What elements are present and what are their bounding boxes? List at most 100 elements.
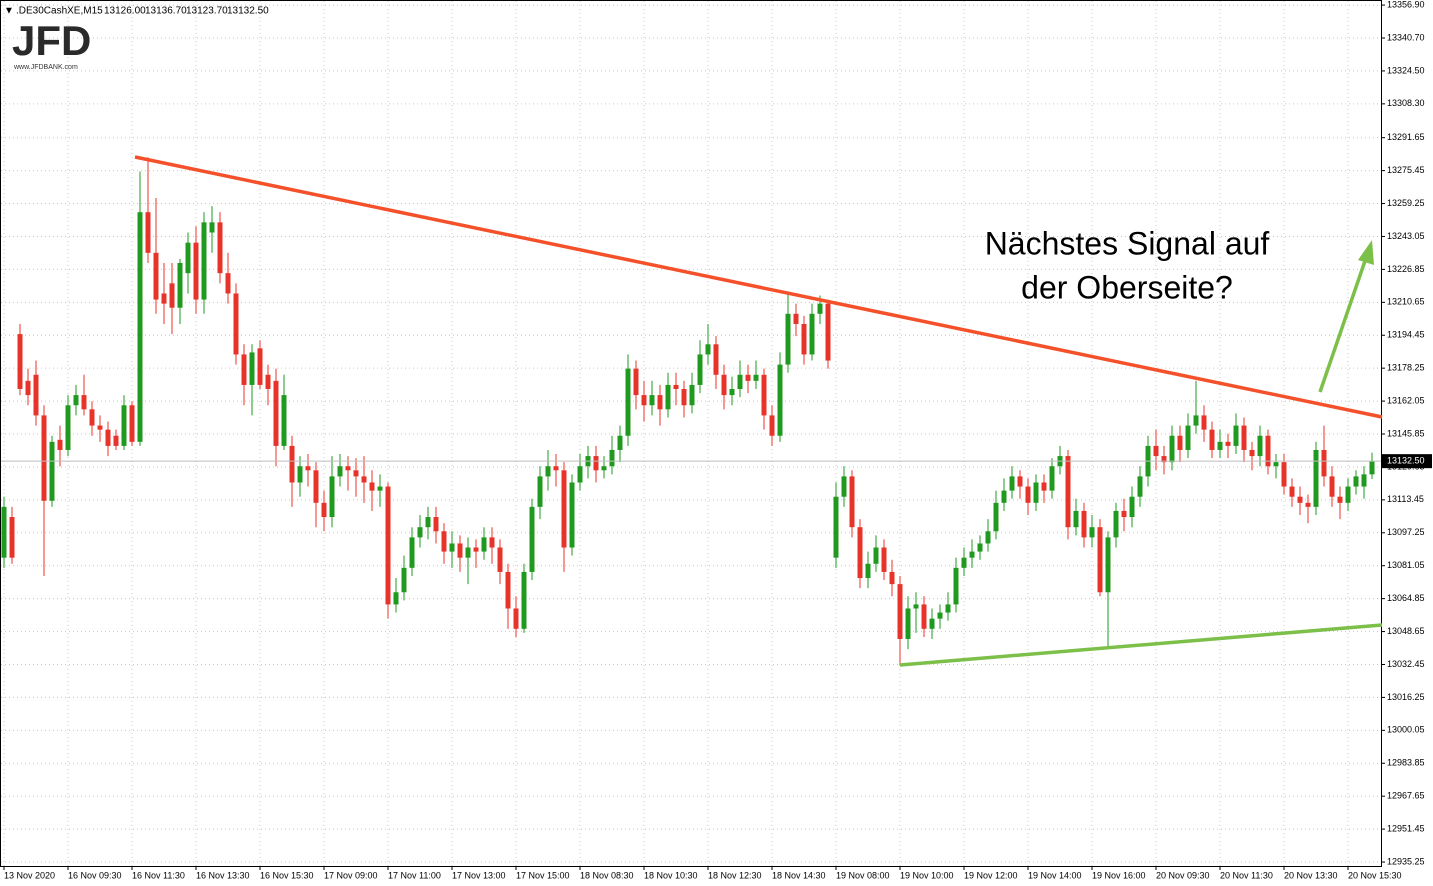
candle-body <box>529 506 535 572</box>
candle-body <box>1225 441 1231 446</box>
y-tick-label: 13064.85 <box>1387 593 1425 603</box>
candle-body <box>161 293 167 304</box>
candle-body <box>353 470 359 477</box>
candle-body <box>1185 425 1191 450</box>
candles <box>1 157 1375 666</box>
candle-body <box>465 547 471 558</box>
candle-body <box>737 374 743 389</box>
candle-body <box>385 486 391 605</box>
y-tick-label: 13291.65 <box>1387 132 1425 142</box>
resistance-line <box>134 155 1383 419</box>
candle-body <box>705 344 711 355</box>
candle-body <box>513 608 519 629</box>
candle-body <box>1065 456 1071 528</box>
candle-body <box>865 563 871 579</box>
y-tick-label: 13016.25 <box>1387 692 1425 702</box>
candle-body <box>105 429 111 446</box>
candle-body <box>1193 415 1199 426</box>
candle-body <box>873 547 879 564</box>
y-tick-label: 13162.05 <box>1387 395 1425 405</box>
candle-body <box>313 470 319 503</box>
candle-body <box>1337 496 1343 503</box>
candle-body <box>481 537 487 552</box>
candle-body <box>1137 476 1143 497</box>
candle-body <box>1161 456 1167 463</box>
y-tick-label: 13178.25 <box>1387 363 1425 373</box>
header-arrow: ▼ <box>4 6 14 17</box>
candle-body <box>945 604 951 613</box>
x-tick-label: 17 Nov 15:00 <box>516 870 570 880</box>
candle-body <box>449 543 455 552</box>
candle-body <box>1041 482 1047 491</box>
candle-body <box>1265 435 1271 467</box>
candle-body <box>849 476 855 528</box>
candle-body <box>673 384 679 389</box>
candle-body <box>177 262 183 308</box>
candle-body <box>833 496 839 558</box>
y-tick-label: 13145.85 <box>1387 428 1425 438</box>
y-tick-label: 13340.70 <box>1387 32 1425 42</box>
candle-body <box>401 567 407 593</box>
x-tick-label: 18 Nov 10:30 <box>644 870 698 880</box>
ohlc: 13136.70 <box>145 6 187 17</box>
candle-body <box>641 395 647 406</box>
candle-body <box>729 388 735 396</box>
annotation: Nächstes Signal auf <box>985 225 1270 261</box>
candle-body <box>97 425 103 430</box>
candle-body <box>1009 476 1015 491</box>
annotation: der Oberseite? <box>1021 269 1233 305</box>
candle-body <box>521 571 527 629</box>
candle-body <box>721 374 727 396</box>
candle-body <box>577 466 583 483</box>
candle-body <box>257 348 263 385</box>
x-tick-label: 19 Nov 12:00 <box>964 870 1018 880</box>
y-tick-label: 12935.25 <box>1387 856 1425 866</box>
candle-body <box>769 415 775 436</box>
candle-body <box>1025 486 1031 503</box>
candle-body <box>1049 466 1055 491</box>
logo: JFD <box>12 17 91 64</box>
candle-body <box>593 456 599 471</box>
x-tick-label: 20 Nov 09:30 <box>1156 870 1210 880</box>
arrow <box>1318 257 1368 393</box>
candle-body <box>369 482 375 491</box>
candle-body <box>377 486 383 491</box>
candle-body <box>241 354 247 385</box>
price-box <box>1382 454 1432 469</box>
x-tick-label: 20 Nov 15:30 <box>1348 870 1402 880</box>
candle-body <box>657 395 663 410</box>
candle-body <box>1001 490 1007 503</box>
candle-body <box>25 380 31 396</box>
candle-body <box>713 344 719 375</box>
candle-body <box>561 470 567 548</box>
y-tick-label: 13243.05 <box>1387 231 1425 241</box>
candle-body <box>825 303 831 361</box>
candle-body <box>1073 510 1079 528</box>
candle-body <box>609 449 615 467</box>
candle-body <box>1 506 7 558</box>
candle-body <box>393 592 399 605</box>
candle-body <box>1305 502 1311 507</box>
candle-body <box>937 612 943 619</box>
candle-body <box>329 476 335 518</box>
candle-body <box>17 334 23 389</box>
candle-body <box>185 242 191 274</box>
candle-body <box>921 604 927 629</box>
x-tick-label: 19 Nov 16:00 <box>1092 870 1146 880</box>
x-tick-label: 13 Nov 2020 <box>4 870 55 880</box>
candle-body <box>1153 445 1159 457</box>
candle-body <box>297 466 303 483</box>
candle-body <box>345 466 351 471</box>
candle-body <box>1097 527 1103 593</box>
candle-body <box>953 567 959 605</box>
logo-url: www.JFDBANK.com <box>13 64 78 71</box>
x-tick-label: 19 Nov 08:00 <box>836 870 890 880</box>
y-tick-label: 13259.25 <box>1387 198 1425 208</box>
candle-body <box>321 502 327 518</box>
candle-body <box>985 531 991 544</box>
candle-body <box>1329 476 1335 497</box>
candle-body <box>497 547 503 572</box>
candle-body <box>121 405 127 446</box>
y-tick-label: 13113.45 <box>1387 494 1424 504</box>
